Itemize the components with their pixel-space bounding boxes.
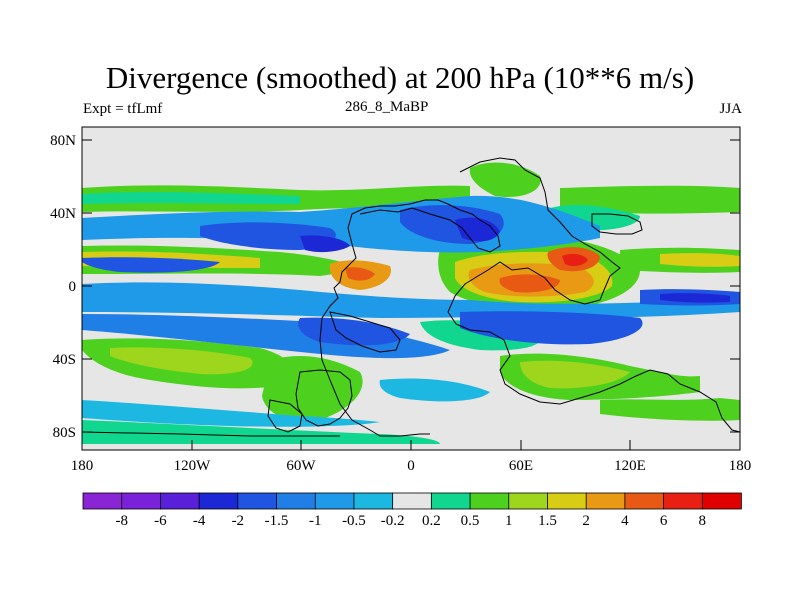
- colorbar-label: 1.5: [538, 513, 557, 529]
- contour-band: [600, 398, 740, 421]
- contour-band: [469, 162, 541, 198]
- colorbar-label: 0.5: [461, 513, 480, 529]
- contour-band: [262, 356, 363, 422]
- contour-band: [82, 314, 450, 359]
- x-ticks: [81, 440, 741, 450]
- x-tick-label: 120W: [174, 458, 212, 474]
- colorbar-label: 0.2: [422, 513, 441, 529]
- colorbar-swatch: [701, 492, 742, 510]
- coastline-path: [319, 199, 501, 437]
- colorbar-swatch: [82, 492, 123, 510]
- coastline-path: [267, 399, 303, 433]
- colorbar-swatch: [353, 492, 394, 510]
- x-tick-label: 180: [729, 458, 752, 474]
- colorbar-swatch: [508, 492, 549, 510]
- colorbar-label: -6: [154, 513, 167, 529]
- y-tick-label: 40N: [50, 206, 76, 222]
- season-label: JJA: [719, 101, 742, 117]
- colorbar-swatch: [663, 492, 704, 510]
- contour-band: [110, 347, 253, 375]
- y-tick-labels: 80N 40N 0 40S 80S: [50, 133, 76, 441]
- contour-band: [379, 378, 490, 402]
- contour-band: [562, 253, 588, 267]
- contour-band: [300, 235, 350, 253]
- colorbar-swatch: [469, 492, 510, 510]
- coastline: [81, 157, 741, 437]
- coastline-path: [295, 369, 353, 427]
- contour-band: [455, 217, 500, 242]
- colorbar-swatch: [392, 492, 433, 510]
- x-tick-label: 60W: [286, 458, 316, 474]
- colorbar-swatch: [121, 492, 162, 510]
- contour-band: [82, 420, 440, 444]
- colorbar-label: 6: [660, 513, 668, 529]
- contour-field: [82, 127, 740, 450]
- contour-band: [520, 360, 630, 389]
- contour-band: [200, 222, 336, 250]
- coastline-path: [81, 431, 340, 437]
- colorbar-swatch: [237, 492, 278, 510]
- colorbar-label: -8: [115, 513, 128, 529]
- contour-band: [660, 293, 730, 303]
- colorbar: -8 -6 -4 -2 -1.5 -1 -0.5 -0.2 0.2 0.5 1 1.5 2 4 6 8: [82, 492, 742, 529]
- run-label: 286_8_MaBP: [345, 99, 429, 115]
- chart-title: Divergence (smoothed) at 200 hPa (10**6 …: [105, 60, 695, 95]
- y-ticks: [82, 139, 740, 433]
- colorbar-label: -1: [309, 513, 322, 529]
- colorbar-swatch: [160, 492, 200, 510]
- colorbar-swatch: [547, 492, 587, 510]
- colorbar-swatch: [624, 492, 665, 510]
- colorbar-label: -2: [232, 513, 245, 529]
- contour-band: [460, 311, 643, 345]
- coastline-path: [591, 213, 643, 235]
- colorbar-swatch: [198, 492, 239, 510]
- colorbar-label: 2: [582, 513, 590, 529]
- colorbar-label: -0.5: [342, 513, 366, 529]
- y-tick-label: 80S: [53, 425, 76, 441]
- experiment-label: Expt = tfLmf: [83, 101, 163, 117]
- colorbar-label: -1.5: [265, 513, 289, 529]
- coastline-path: [447, 157, 741, 433]
- x-tick-labels: 180 120W 60W 0 60E 120E 180: [71, 458, 752, 474]
- y-tick-label: 40S: [53, 352, 76, 368]
- contour-band: [298, 317, 410, 346]
- colorbar-label: -0.2: [381, 513, 405, 529]
- colorbar-swatch: [276, 492, 317, 510]
- x-tick-label: 60E: [509, 458, 533, 474]
- colorbar-swatch: [430, 492, 471, 510]
- contour-band: [345, 267, 375, 281]
- contour-band: [82, 257, 220, 273]
- y-tick-label: 0: [69, 279, 77, 295]
- x-tick-label: 120E: [614, 458, 646, 474]
- colorbar-label: 1: [505, 513, 513, 529]
- colorbar-swatch: [585, 492, 626, 510]
- coastline-path: [329, 311, 401, 353]
- colorbar-label: 4: [621, 513, 629, 529]
- contour-band: [560, 185, 740, 214]
- x-tick-label: 180: [71, 458, 94, 474]
- colorbar-label: 8: [699, 513, 707, 529]
- x-tick-label: 0: [407, 458, 415, 474]
- contour-band: [660, 253, 740, 267]
- contour-band: [82, 192, 300, 204]
- colorbar-label: -4: [193, 513, 206, 529]
- colorbar-swatch: [314, 492, 355, 510]
- contour-band: [499, 274, 560, 293]
- y-tick-label: 80N: [50, 133, 76, 149]
- contour-band: [82, 282, 740, 318]
